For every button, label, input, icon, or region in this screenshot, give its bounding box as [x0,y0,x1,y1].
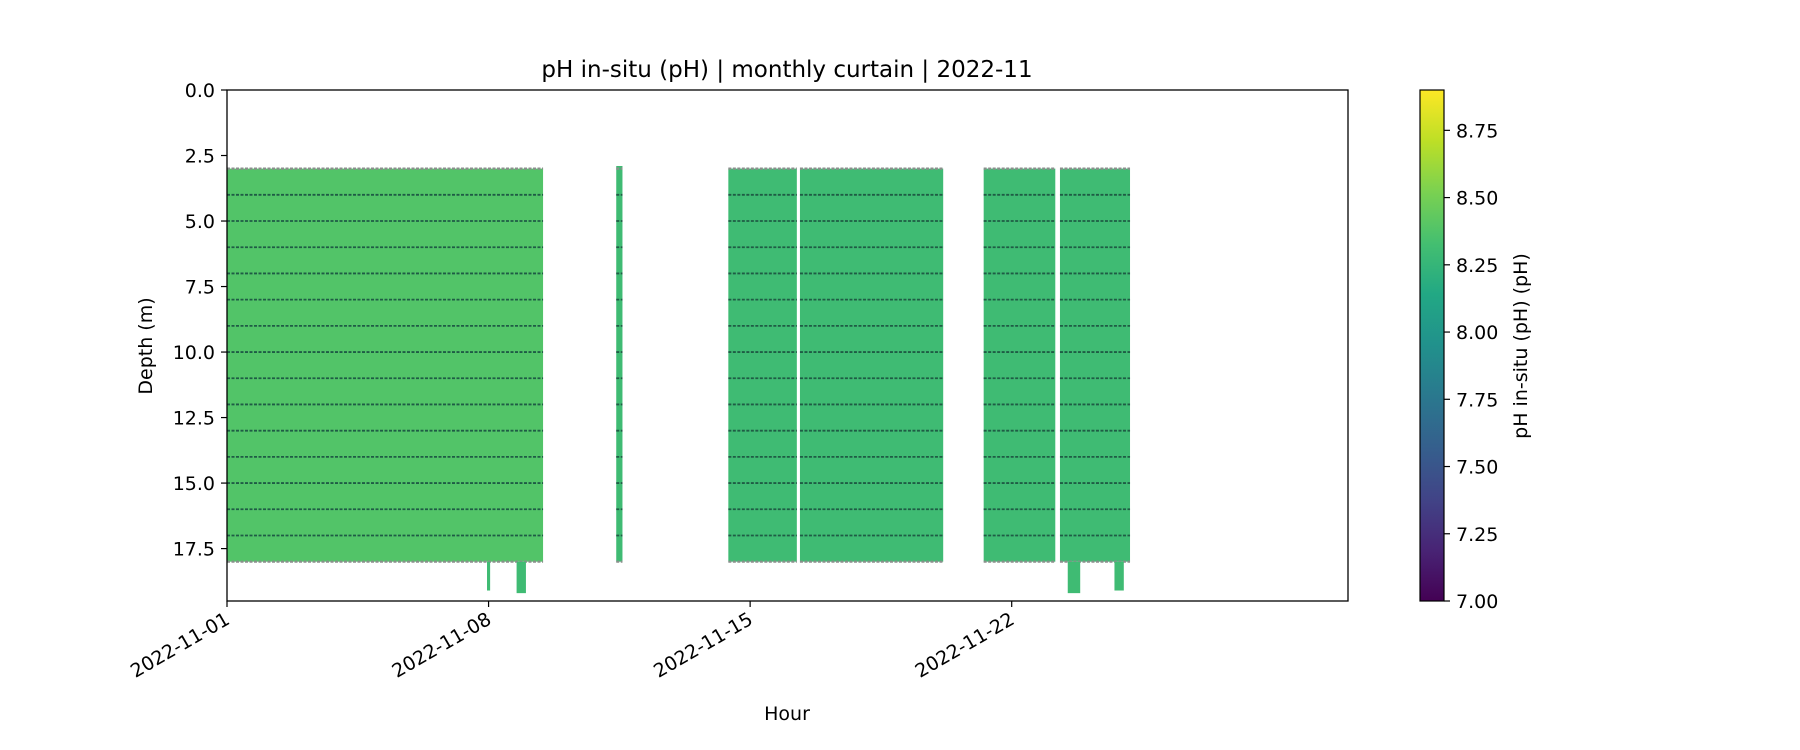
data-block-fill [616,165,623,562]
data-layer [227,165,1131,594]
y-tick-label: 5.0 [185,211,215,233]
data-block [227,167,544,563]
chart-title: pH in-situ (pH) | monthly curtain | 2022… [541,57,1032,83]
y-tick-label: 2.5 [185,146,215,168]
plot-area [226,89,1349,602]
plot-frame [226,89,1349,602]
data-block [616,165,623,563]
x-axis: 2022-11-01 2022-11-08 2022-11-15 2022-11-22 [127,601,1018,683]
data-block-fill [516,561,526,594]
colorbar: 7.00 7.25 7.50 7.75 8.00 8.25 8.50 8.75 pH in-s… [1419,89,1532,613]
data-block [983,167,1056,563]
data-block [1067,561,1081,594]
colorbar-tick-label: 7.25 [1456,524,1498,546]
y-tick-label: 15.0 [173,473,215,495]
data-block [799,167,944,563]
colorbar-tick-label: 8.25 [1456,255,1498,277]
x-tick-label: 2022-11-08 [388,608,495,682]
y-tick-label: 17.5 [173,539,215,561]
colorbar-tick-label: 8.00 [1456,322,1498,344]
data-block-fill [983,168,1056,562]
data-block [1114,561,1124,591]
data-block-fill [487,561,491,591]
data-block-fill [799,168,944,562]
x-tick-label: 2022-11-01 [127,608,234,682]
colorbar-tick-label: 7.50 [1456,457,1498,479]
y-tick-label: 7.5 [185,277,215,299]
y-axis-label: Depth (m) [135,297,157,394]
x-tick-label: 2022-11-22 [912,608,1019,682]
x-tick-label: 2022-11-15 [650,608,757,682]
y-tick-label: 10.0 [173,342,215,364]
y-tick-label: 0.0 [185,80,215,102]
x-axis-label: Hour [764,703,810,725]
colorbar-gradient [1419,89,1445,602]
colorbar-ticks: 7.00 7.25 7.50 7.75 8.00 8.25 8.50 8.75 [1444,120,1498,613]
colorbar-tick-label: 7.00 [1456,591,1498,613]
data-block-fill [1067,561,1081,594]
colorbar-tick-label: 8.75 [1456,120,1498,142]
colorbar-label: pH in-situ (pH) (pH) [1510,253,1532,439]
y-axis: 0.0 2.5 5.0 7.5 10.0 12.5 15.0 17.5 [173,80,227,561]
data-block-fill [1114,561,1124,591]
colorbar-tick-label: 8.50 [1456,188,1498,210]
colorbar-tick-label: 7.75 [1456,389,1498,411]
data-block [728,167,797,563]
y-tick-label: 12.5 [173,408,215,430]
data-block [1059,167,1131,563]
data-block [487,561,491,591]
data-block-fill [227,168,544,562]
data-block [516,561,526,594]
data-block-fill [1059,168,1131,562]
data-block-fill [728,168,797,562]
